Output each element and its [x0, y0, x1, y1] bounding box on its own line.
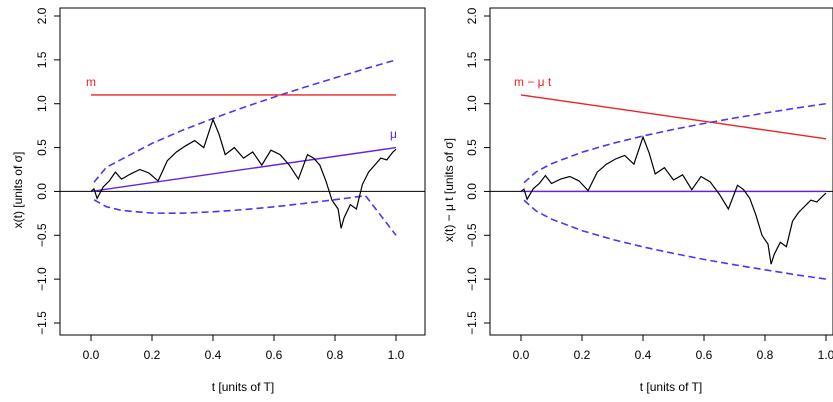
panel-right-x-tick-label: 0.0 [513, 348, 530, 362]
panel-right-series-3 [523, 199, 827, 280]
panel-right: 0.0 0.2 0.4 0.6 0.8 1.0 −1.5 −1.0 −0.5 0.0 0.5 1.0 1… [442, 7, 833, 394]
panel-right-x-tick-label: 1.0 [818, 348, 833, 362]
panel-left-y-tick-label: 1.0 [35, 95, 49, 112]
panel-left-series-2 [93, 59, 397, 183]
panel-left: 0.0 0.2 0.4 0.6 0.8 1.0 −1.5 −1.0 −0.5 0.0 0.5 1.0 1… [11, 7, 426, 394]
panel-left-y-tick-label: 1.5 [35, 51, 49, 68]
panel-right-series-4 [520, 135, 827, 265]
panel-right-plot-area: 0.0 0.2 0.4 0.6 0.8 1.0 −1.5 −1.0 −0.5 0.0 0.5 1.0 1… [465, 7, 833, 362]
panel-left-x-tick-label: 0.4 [205, 348, 222, 362]
panel-right-y-tick-label: 1.5 [465, 51, 479, 68]
panel-right-y-tick-label: 0.0 [465, 183, 479, 200]
panel-right-y-tick-label: −0.5 [465, 223, 479, 247]
panel-right-ylabel: x(t) − μ t [units of σ] [442, 138, 456, 242]
panel-left-x-tick-label: 0.8 [327, 348, 344, 362]
panel-right-x-tick-label: 0.6 [696, 348, 713, 362]
panel-right-x-tick-label: 0.8 [757, 348, 774, 362]
panel-right-y-tick-label: −1.5 [465, 311, 479, 335]
panel-left-series-1 [90, 146, 397, 193]
panel-right-y-tick-label: 1.0 [465, 95, 479, 112]
panel-right-y-tick-label: −1.0 [465, 267, 479, 291]
panel-left-plot-box [59, 7, 426, 336]
panel-right-x-tick-label: 0.4 [635, 348, 652, 362]
panel-right-plot-box [489, 7, 833, 336]
panel-left-y-tick-label: −0.5 [35, 223, 49, 247]
panel-left-ylabel: x(t) [units of σ] [11, 152, 25, 229]
panel-left-xlabel: t [units of T] [212, 380, 274, 394]
panel-right-xlabel: t [units of T] [640, 380, 702, 394]
panel-right-series-0 [520, 94, 827, 140]
panel-right-x-tick-label: 0.2 [574, 348, 591, 362]
panel-left-y-tick-label: 2.0 [35, 7, 49, 24]
panel-left-annotation-mu: μ [390, 127, 397, 141]
panel-left-x-tick-label: 0.2 [144, 348, 161, 362]
panel-left-series-4 [90, 117, 397, 229]
panel-right-annotation-m-mu-t: m − μ t [514, 75, 552, 89]
panel-left-y-tick-label: −1.5 [35, 311, 49, 335]
panel-left-x-tick-label: 0.0 [83, 348, 100, 362]
panel-left-y-tick-label: −1.0 [35, 267, 49, 291]
panel-left-x-tick-label: 1.0 [388, 348, 405, 362]
panel-left-y-tick-label: 0.0 [35, 183, 49, 200]
panel-right-series-2 [523, 102, 827, 184]
panel-right-y-tick-label: 2.0 [465, 7, 479, 24]
panel-left-x-tick-label: 0.6 [266, 348, 283, 362]
panel-left-plot-area: 0.0 0.2 0.4 0.6 0.8 1.0 −1.5 −1.0 −0.5 0.0 0.5 1.0 1… [35, 7, 426, 362]
panel-right-y-tick-label: 0.5 [465, 139, 479, 156]
panel-left-series-3 [93, 194, 397, 236]
panel-left-y-tick-label: 0.5 [35, 139, 49, 156]
panel-left-annotation-m: m [86, 75, 96, 89]
